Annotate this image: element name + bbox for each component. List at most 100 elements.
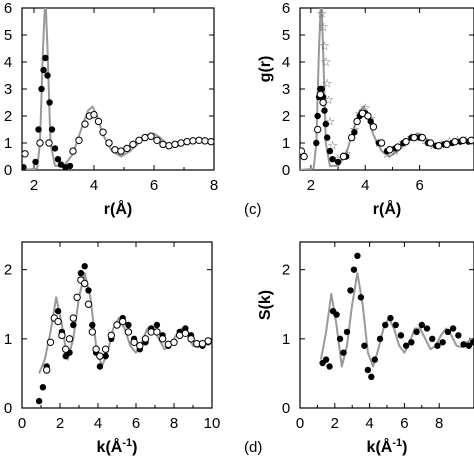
data-point-filled — [42, 54, 49, 62]
data-point-open — [313, 125, 322, 134]
data-point-open — [170, 338, 178, 346]
data-point-filled — [376, 335, 384, 343]
data-point-open — [101, 345, 110, 353]
y-axis-label: S(k) — [257, 290, 274, 320]
data-point-open — [130, 338, 138, 346]
data-point-open — [207, 137, 214, 146]
data-point-filled — [81, 263, 88, 270]
data-point-open — [159, 140, 167, 149]
data-point-open — [84, 300, 93, 308]
data-point-filled — [469, 339, 474, 346]
data-point-filled — [460, 341, 467, 348]
y-tick-label: 0 — [282, 400, 290, 417]
x-tick-label: 2 — [331, 415, 339, 432]
data-point-open — [113, 321, 121, 329]
plot-data: ☆☆☆☆☆☆☆☆☆☆☆☆☆☆☆☆☆☆☆☆☆☆☆☆☆☆☆ — [300, 8, 474, 170]
data-point-open — [105, 139, 113, 147]
data-point-filled — [350, 266, 358, 273]
data-point-filled — [449, 325, 457, 332]
y-tick-label: 4 — [282, 54, 290, 71]
data-point-open — [347, 133, 356, 142]
data-point-open — [65, 335, 74, 343]
data-point-star: ☆ — [325, 114, 336, 128]
data-point-open — [90, 110, 98, 119]
data-point-open — [451, 137, 459, 146]
data-point-open — [141, 133, 149, 142]
data-point-star: ☆ — [360, 101, 371, 115]
data-point-filled — [89, 321, 96, 329]
x-tick-label: 6 — [400, 415, 408, 432]
x-tick-label: 8 — [435, 415, 443, 432]
data-point-open — [119, 317, 127, 326]
data-point-open — [418, 133, 427, 142]
data-point-open — [124, 328, 133, 336]
data-point-filled — [354, 252, 361, 260]
data-point-filled — [313, 139, 320, 147]
data-point-filled — [77, 269, 85, 277]
data-point-open — [426, 139, 435, 147]
y-tick-label: 0 — [4, 400, 12, 417]
data-point-open — [153, 328, 161, 336]
data-point-open — [81, 279, 89, 288]
data-point-open — [111, 146, 119, 154]
x-tick-label: 4 — [365, 415, 373, 432]
y-tick-label: 6 — [4, 0, 12, 17]
data-point-open — [339, 152, 348, 161]
data-point-filled — [35, 397, 43, 405]
data-point-open — [183, 137, 191, 146]
data-point-filled — [364, 366, 372, 374]
x-tick-label: 4 — [90, 177, 98, 194]
data-point-filled — [444, 328, 452, 336]
data-point-open — [394, 143, 402, 151]
data-point-open — [36, 139, 44, 147]
data-point-filled — [368, 373, 375, 381]
x-tick-label: 8 — [170, 415, 178, 432]
data-point-filled — [125, 321, 132, 329]
data-point-open — [54, 317, 62, 326]
data-point-open — [135, 136, 143, 145]
data-point-filled — [102, 352, 109, 360]
x-tick-label: 2 — [56, 415, 64, 432]
data-point-open — [147, 132, 155, 140]
y-tick-label: 1 — [282, 135, 290, 152]
data-point-filled — [455, 332, 462, 339]
data-point-open — [129, 140, 137, 149]
y-tick-label: 1 — [282, 331, 290, 348]
y-tick-label: 5 — [4, 27, 12, 44]
data-point-open — [410, 133, 418, 142]
data-point-open — [443, 140, 451, 149]
data-point-filled — [402, 342, 410, 349]
x-tick-label: 0 — [18, 415, 26, 432]
data-point-open — [198, 339, 207, 348]
data-point-filled — [153, 321, 161, 329]
panel-4: 0 2 4 6 8 0 1 2 k(Å-1) S(k) (d) — [244, 241, 474, 456]
x-tick-label: 0 — [296, 415, 304, 432]
data-point-open — [45, 139, 53, 147]
data-point-filled — [408, 339, 415, 346]
data-point-filled — [35, 126, 42, 133]
y-tick-label: 0 — [282, 162, 290, 179]
data-point-open — [201, 137, 209, 145]
data-point-filled — [367, 118, 374, 125]
data-point-open — [43, 366, 51, 374]
y-tick-label: 3 — [282, 81, 290, 98]
data-point-open — [75, 136, 83, 145]
plot-data — [22, 8, 214, 170]
data-point-star: ☆ — [322, 77, 333, 91]
data-point-open — [402, 137, 410, 146]
data-point-open — [117, 147, 125, 155]
data-point-open — [316, 90, 325, 99]
y-tick-label: 1 — [4, 135, 12, 152]
y-axis-label: g(r) — [257, 56, 274, 83]
data-point-filled — [54, 156, 62, 163]
data-point-filled — [40, 66, 47, 74]
panel-label: (d) — [244, 439, 262, 456]
data-point-filled — [321, 107, 328, 114]
panel-1: 2 4 6 8 0 1 2 3 4 5 6 r(Å) — [4, 0, 218, 218]
data-point-filled — [423, 325, 431, 332]
y-tick-label: 6 — [282, 0, 290, 17]
data-point-filled — [39, 384, 47, 391]
data-point-filled — [66, 162, 74, 170]
data-point-filled — [322, 356, 330, 363]
data-point-star: ☆ — [318, 20, 329, 34]
